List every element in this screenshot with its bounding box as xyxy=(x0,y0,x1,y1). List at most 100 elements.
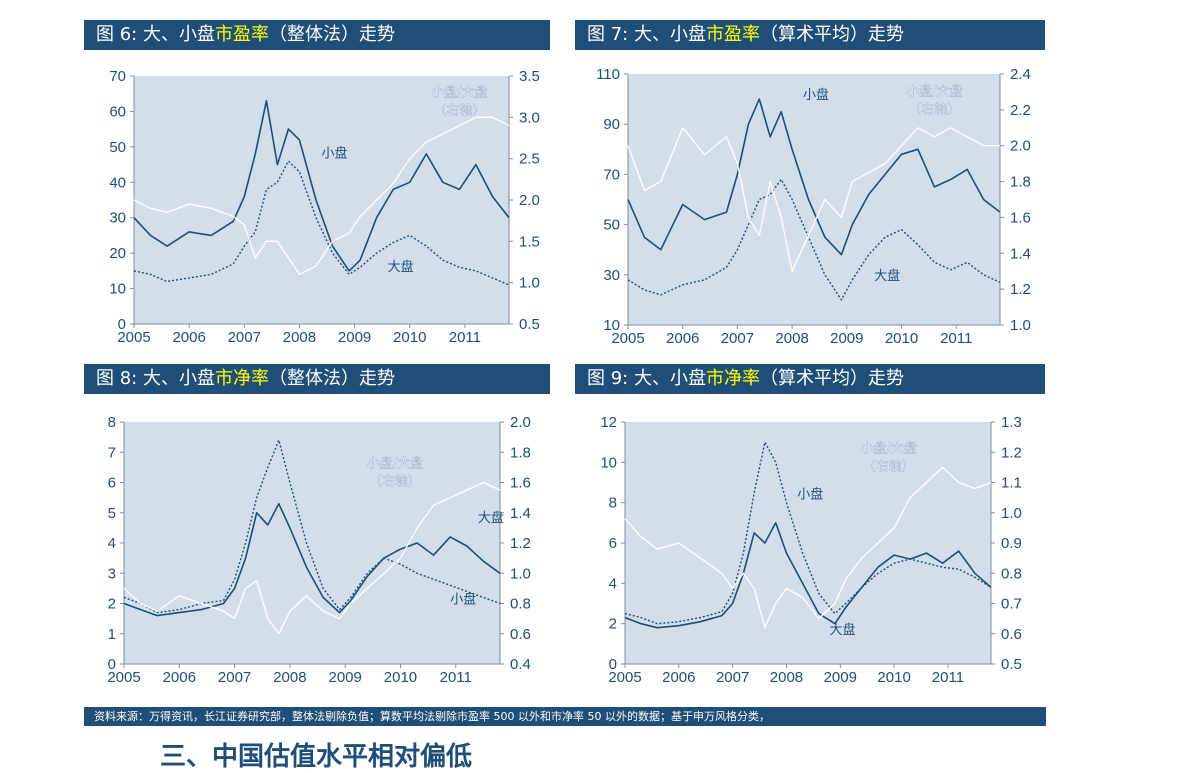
chart-svg: 10 30 50 70 90 110 1.0 1.2 1.4 1.6 1.8 2.0 2.2 2.4 200… xyxy=(596,66,1031,347)
y-tick-label: 8 xyxy=(609,495,617,512)
y2-tick-label: 2.4 xyxy=(1010,66,1031,83)
x-tick-label: 2011 xyxy=(449,329,481,346)
plot-area xyxy=(124,422,500,664)
y2-tick-label: 1.6 xyxy=(510,475,531,492)
y2-tick-label: 0.6 xyxy=(1001,626,1022,643)
x-tick-label: 2007 xyxy=(716,669,749,686)
y2-tick-label: 0.5 xyxy=(519,316,540,333)
annotation-ratio-axis: （右轴） xyxy=(863,459,915,474)
y2-tick-label: 3.5 xyxy=(519,68,540,85)
y2-tick-label: 1.4 xyxy=(510,505,531,522)
series-line-small xyxy=(624,441,992,625)
x-tick-label: 2008 xyxy=(770,669,803,686)
y-tick-label: 50 xyxy=(603,217,620,234)
y-tick-label: 2 xyxy=(609,616,617,633)
x-tick-label: 2006 xyxy=(662,669,695,686)
y-tick-label: 10 xyxy=(109,281,126,298)
series-line-large xyxy=(133,160,510,286)
x-tick-label: 2005 xyxy=(611,330,644,347)
y2-tick-label: 2.0 xyxy=(519,192,540,209)
y2-tick-label: 1.0 xyxy=(1010,317,1031,334)
chart-svg: 0 2 4 6 8 10 12 0.5 0.6 0.7 0.8 0.9 1.0 1.1 1.2 1.3 2005… xyxy=(600,414,1022,686)
x-tick-label: 2006 xyxy=(666,330,699,347)
y2-tick-label: 0.6 xyxy=(510,626,531,643)
y-tick-label: 30 xyxy=(603,267,620,284)
x-tick-label: 2010 xyxy=(393,329,426,346)
y-tick-label: 70 xyxy=(109,68,126,85)
chart-title: 图 7: 大、小盘市盈率（算术平均）走势 xyxy=(575,20,1045,50)
y-tick-label: 60 xyxy=(109,103,126,120)
x-tick-label: 2008 xyxy=(775,330,808,347)
series-line-ratio xyxy=(133,116,510,276)
y2-tick-label: 1.8 xyxy=(1010,174,1031,191)
y-tick-label: 10 xyxy=(603,317,620,334)
y2-tick-label: 0.7 xyxy=(1001,596,1022,613)
x-tick-label: 2009 xyxy=(328,669,361,686)
x-tick-label: 2005 xyxy=(608,669,641,686)
y2-tick-label: 1.5 xyxy=(519,233,540,250)
y-tick-label: 50 xyxy=(109,139,126,156)
y2-tick-label: 1.2 xyxy=(1010,281,1031,298)
x-tick-label: 2007 xyxy=(218,669,251,686)
x-tick-label: 2010 xyxy=(877,669,910,686)
x-tick-label: 2007 xyxy=(228,329,261,346)
y2-tick-label: 1.2 xyxy=(510,535,531,552)
y-tick-label: 12 xyxy=(600,414,617,431)
y-tick-label: 40 xyxy=(109,174,126,191)
annotation-ratio-axis: （右轴） xyxy=(369,474,421,489)
y2-tick-label: 1.4 xyxy=(1010,245,1031,262)
y2-tick-label: 1.6 xyxy=(1010,209,1031,226)
section-title: 三、中国估值水平相对偏低 xyxy=(160,742,473,772)
plot-area xyxy=(134,76,509,324)
y-tick-label: 7 xyxy=(108,444,116,461)
x-tick-label: 2006 xyxy=(163,669,196,686)
source-footer: 资料来源：万得资讯，长江证券研究部，整体法剔除负值；算数平均法剔除市盈率 500… xyxy=(84,707,1046,726)
chart-svg: 0 10 20 30 40 50 60 70 0.5 1.0 1.5 2.0 2.5 3.0 3.5 2005… xyxy=(109,68,540,346)
series-line-small xyxy=(133,99,510,272)
y2-tick-label: 1.3 xyxy=(1001,414,1022,431)
annotation-ratio-axis: （右轴） xyxy=(908,103,960,118)
y-tick-label: 2 xyxy=(108,596,116,613)
y-tick-label: 4 xyxy=(609,575,617,592)
y2-tick-label: 1.0 xyxy=(510,565,531,582)
x-tick-label: 2005 xyxy=(107,669,140,686)
annotation-small: 小盘 xyxy=(322,145,348,161)
y-tick-label: 0 xyxy=(118,316,126,333)
series-line-large xyxy=(624,522,992,629)
annotation-ratio-axis: （右轴） xyxy=(433,104,485,119)
x-tick-label: 2011 xyxy=(940,330,972,347)
x-tick-label: 2009 xyxy=(338,329,371,346)
y2-tick-label: 2.0 xyxy=(510,414,531,431)
series-line-ratio xyxy=(123,481,501,635)
chart-svg: 0 1 2 3 4 5 6 7 8 0.4 0.6 0.8 1.0 1.2 1.4 1.6 1.8 2.0 2005… xyxy=(107,414,531,686)
y-tick-label: 70 xyxy=(603,166,620,183)
y-tick-label: 3 xyxy=(108,565,116,582)
y2-tick-label: 1.1 xyxy=(1001,475,1022,492)
y2-tick-label: 0.5 xyxy=(1001,656,1022,673)
y-tick-label: 6 xyxy=(609,535,617,552)
annotation-large: 大盘 xyxy=(388,259,414,275)
chart-title: 图 9: 大、小盘市净率（算术平均）走势 xyxy=(575,364,1045,394)
y-tick-label: 30 xyxy=(109,210,126,227)
x-tick-label: 2009 xyxy=(824,669,857,686)
y-tick-label: 0 xyxy=(609,656,617,673)
series-line-small xyxy=(627,98,1001,256)
annotation-large: 大盘 xyxy=(874,268,900,284)
annotation-small: 小盘 xyxy=(450,592,476,608)
y-tick-label: 110 xyxy=(596,66,620,83)
y-tick-label: 6 xyxy=(108,475,116,492)
y2-tick-label: 2.0 xyxy=(1010,138,1031,155)
x-tick-label: 2008 xyxy=(273,669,306,686)
y-tick-label: 20 xyxy=(109,245,126,262)
y-tick-label: 8 xyxy=(108,414,116,431)
y-tick-label: 10 xyxy=(600,454,617,471)
chart-title: 图 8: 大、小盘市净率（整体法）走势 xyxy=(84,364,550,394)
annotation-ratio: 小盘/大盘 xyxy=(431,85,487,101)
annotation-small: 小盘 xyxy=(803,87,829,103)
series-line-ratio xyxy=(624,466,992,629)
x-tick-label: 2009 xyxy=(830,330,863,347)
y2-tick-label: 1.2 xyxy=(1001,444,1022,461)
y2-tick-label: 2.2 xyxy=(1010,102,1031,119)
chart-title: 图 6: 大、小盘市盈率（整体法）走势 xyxy=(84,20,550,50)
y-tick-label: 0 xyxy=(108,656,116,673)
